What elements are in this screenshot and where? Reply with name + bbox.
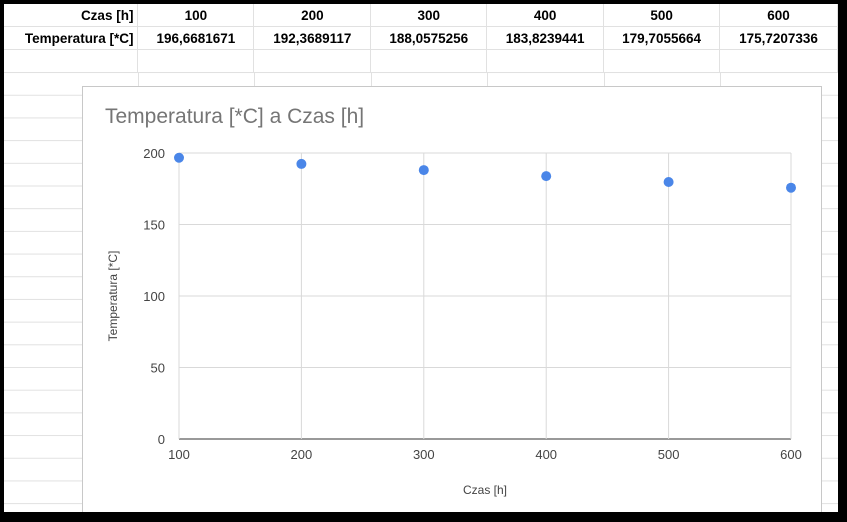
cell-temperature-400[interactable]: 183,8239441 xyxy=(486,26,605,50)
table-row-time: Czas [h] 100 200 300 400 500 600 xyxy=(4,4,838,27)
y-axis-label: Temperatura [*C] xyxy=(106,251,120,342)
cell-time-500[interactable]: 500 xyxy=(603,4,721,27)
y-tick-label: 50 xyxy=(151,361,165,376)
empty-cell[interactable] xyxy=(4,49,139,73)
y-tick-label: 150 xyxy=(143,218,165,233)
empty-cell[interactable] xyxy=(370,49,488,73)
cell-time-600[interactable]: 600 xyxy=(719,4,838,27)
cell-temperature-600[interactable]: 175,7207336 xyxy=(719,26,838,50)
x-tick-label: 300 xyxy=(413,447,435,462)
data-point xyxy=(296,158,307,169)
y-tick-label: 100 xyxy=(143,289,165,304)
data-point xyxy=(541,171,552,182)
x-tick-label: 100 xyxy=(168,447,190,462)
x-tick-label: 600 xyxy=(780,447,802,462)
spreadsheet-table: Czas [h] 100 200 300 400 500 600 Tempera… xyxy=(4,4,838,73)
empty-cell[interactable] xyxy=(603,49,721,73)
data-point xyxy=(786,182,796,193)
table-row-temperature: Temperatura [*C] 196,6681671 192,3689117… xyxy=(4,26,838,50)
cell-temperature-label[interactable]: Temperatura [*C] xyxy=(4,26,139,50)
data-point xyxy=(663,177,674,188)
data-point xyxy=(174,152,184,163)
scatter-plot: 0 50 100 150 200 100 200 300 400 500 600 Czas [h] Te… xyxy=(106,146,802,497)
y-tick-label: 0 xyxy=(158,432,165,447)
cell-temperature-200[interactable]: 192,3689117 xyxy=(253,26,372,50)
table-row-empty xyxy=(4,49,838,73)
cell-time-label[interactable]: Czas [h] xyxy=(4,4,139,27)
x-tick-label: 200 xyxy=(291,447,313,462)
data-point xyxy=(418,165,429,176)
empty-cell[interactable] xyxy=(486,49,605,73)
cell-time-400[interactable]: 400 xyxy=(486,4,605,27)
screenshot-frame: Czas [h] 100 200 300 400 500 600 Tempera… xyxy=(4,4,838,512)
x-tick-label: 500 xyxy=(658,447,680,462)
cell-temperature-300[interactable]: 188,0575256 xyxy=(370,26,488,50)
cell-time-100[interactable]: 100 xyxy=(137,4,255,27)
cell-time-200[interactable]: 200 xyxy=(253,4,372,27)
empty-cell[interactable] xyxy=(137,49,255,73)
empty-cell[interactable] xyxy=(253,49,372,73)
cell-time-300[interactable]: 300 xyxy=(370,4,488,27)
y-tick-label: 200 xyxy=(143,146,165,161)
chart-card[interactable]: Temperatura [*C] a Czas [h] 0 50 100 150 200… xyxy=(82,86,822,512)
cell-temperature-100[interactable]: 196,6681671 xyxy=(137,26,255,50)
x-tick-label: 400 xyxy=(535,447,557,462)
x-axis-label: Czas [h] xyxy=(463,483,507,497)
chart-title: Temperatura [*C] a Czas [h] xyxy=(105,105,365,128)
empty-cell[interactable] xyxy=(719,49,838,73)
cell-temperature-500[interactable]: 179,7055664 xyxy=(603,26,721,50)
